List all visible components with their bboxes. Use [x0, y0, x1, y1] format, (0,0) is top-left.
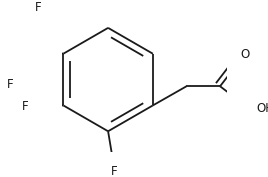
- Text: F: F: [110, 165, 117, 177]
- Text: F: F: [7, 78, 14, 91]
- Text: F: F: [35, 1, 42, 14]
- Text: OH: OH: [256, 102, 268, 115]
- Text: O: O: [240, 48, 250, 61]
- Text: F: F: [22, 100, 29, 113]
